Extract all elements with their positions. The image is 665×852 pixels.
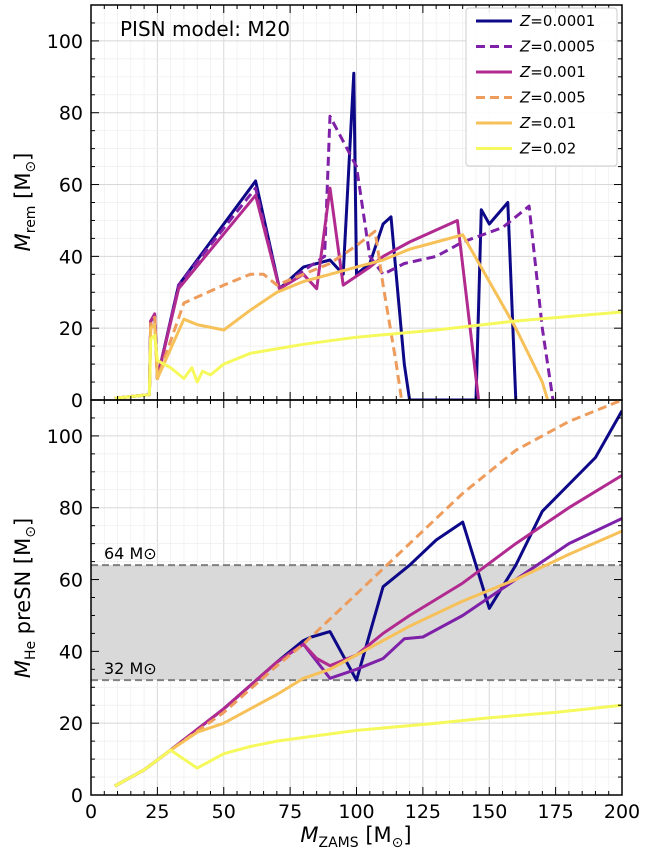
y-tick-label: 80 [59,103,83,125]
y-tick-label: 0 [71,785,83,807]
x-axis-label: MZAMS [M⊙] [300,823,411,851]
legend-label-3: Z=0.005 [519,89,586,107]
legend-label-0: Z=0.0001 [519,12,595,30]
hline-32-label: 32 M⊙ [104,659,157,678]
x-tick-label: 125 [405,801,441,823]
y-tick-label: 40 [59,246,83,268]
y-tick-label: 60 [59,175,83,197]
bottom-y-axis-label: MHe preSN [M⊙] [11,518,39,678]
y-tick-label: 20 [59,318,83,340]
legend-label-5: Z=0.02 [519,140,576,158]
x-tick-label: 50 [212,801,236,823]
x-tick-label: 0 [85,801,97,823]
legend: Z=0.0001 Z=0.0005 Z=0.001 Z=0.005 Z=0.01 Z=0.… [465,7,618,167]
x-tick-label: 150 [471,801,507,823]
y-tick-label: 60 [59,570,83,592]
x-tick-label: 175 [537,801,573,823]
top-panel: 0 20 40 60 80 100 PISN model: M20 Mrem [M⊙] Z… [11,4,623,412]
y-tick-label: 20 [59,713,83,735]
y-tick-label: 100 [47,426,83,448]
y-tick-label: 0 [71,390,83,412]
series-line-bot-5 [114,703,622,788]
bottom-panel: 64 M⊙ 32 M⊙ 0 20 40 60 80 100 0 25 50 75 100 125 150… [11,399,640,851]
series-line-bot-3 [114,400,622,788]
shaded-band-32-64 [91,565,622,681]
x-tick-label: 200 [604,801,640,823]
x-tick-label: 75 [278,801,302,823]
legend-label-2: Z=0.001 [519,63,586,81]
bottom-series-lines [114,400,622,788]
legend-label-4: Z=0.01 [519,114,576,132]
series-line-top-3 [114,229,404,400]
series-line-bot-4 [114,529,622,788]
y-tick-label: 80 [59,498,83,520]
legend-box [465,7,618,167]
top-panel-title: PISN model: M20 [120,17,290,41]
hline-64-label: 64 M⊙ [104,544,157,563]
legend-label-1: Z=0.0005 [519,38,595,56]
x-tick-label: 25 [145,801,169,823]
top-series-lines [114,71,622,400]
bottom-ticks: 0 20 40 60 80 100 0 25 50 75 100 125 150 175 200 [47,399,640,823]
x-tick-label: 100 [338,801,374,823]
series-line-top-5 [114,310,622,400]
y-tick-label: 100 [47,31,83,53]
y-tick-label: 40 [59,641,83,663]
top-y-axis-label: Mrem [M⊙] [11,153,39,252]
